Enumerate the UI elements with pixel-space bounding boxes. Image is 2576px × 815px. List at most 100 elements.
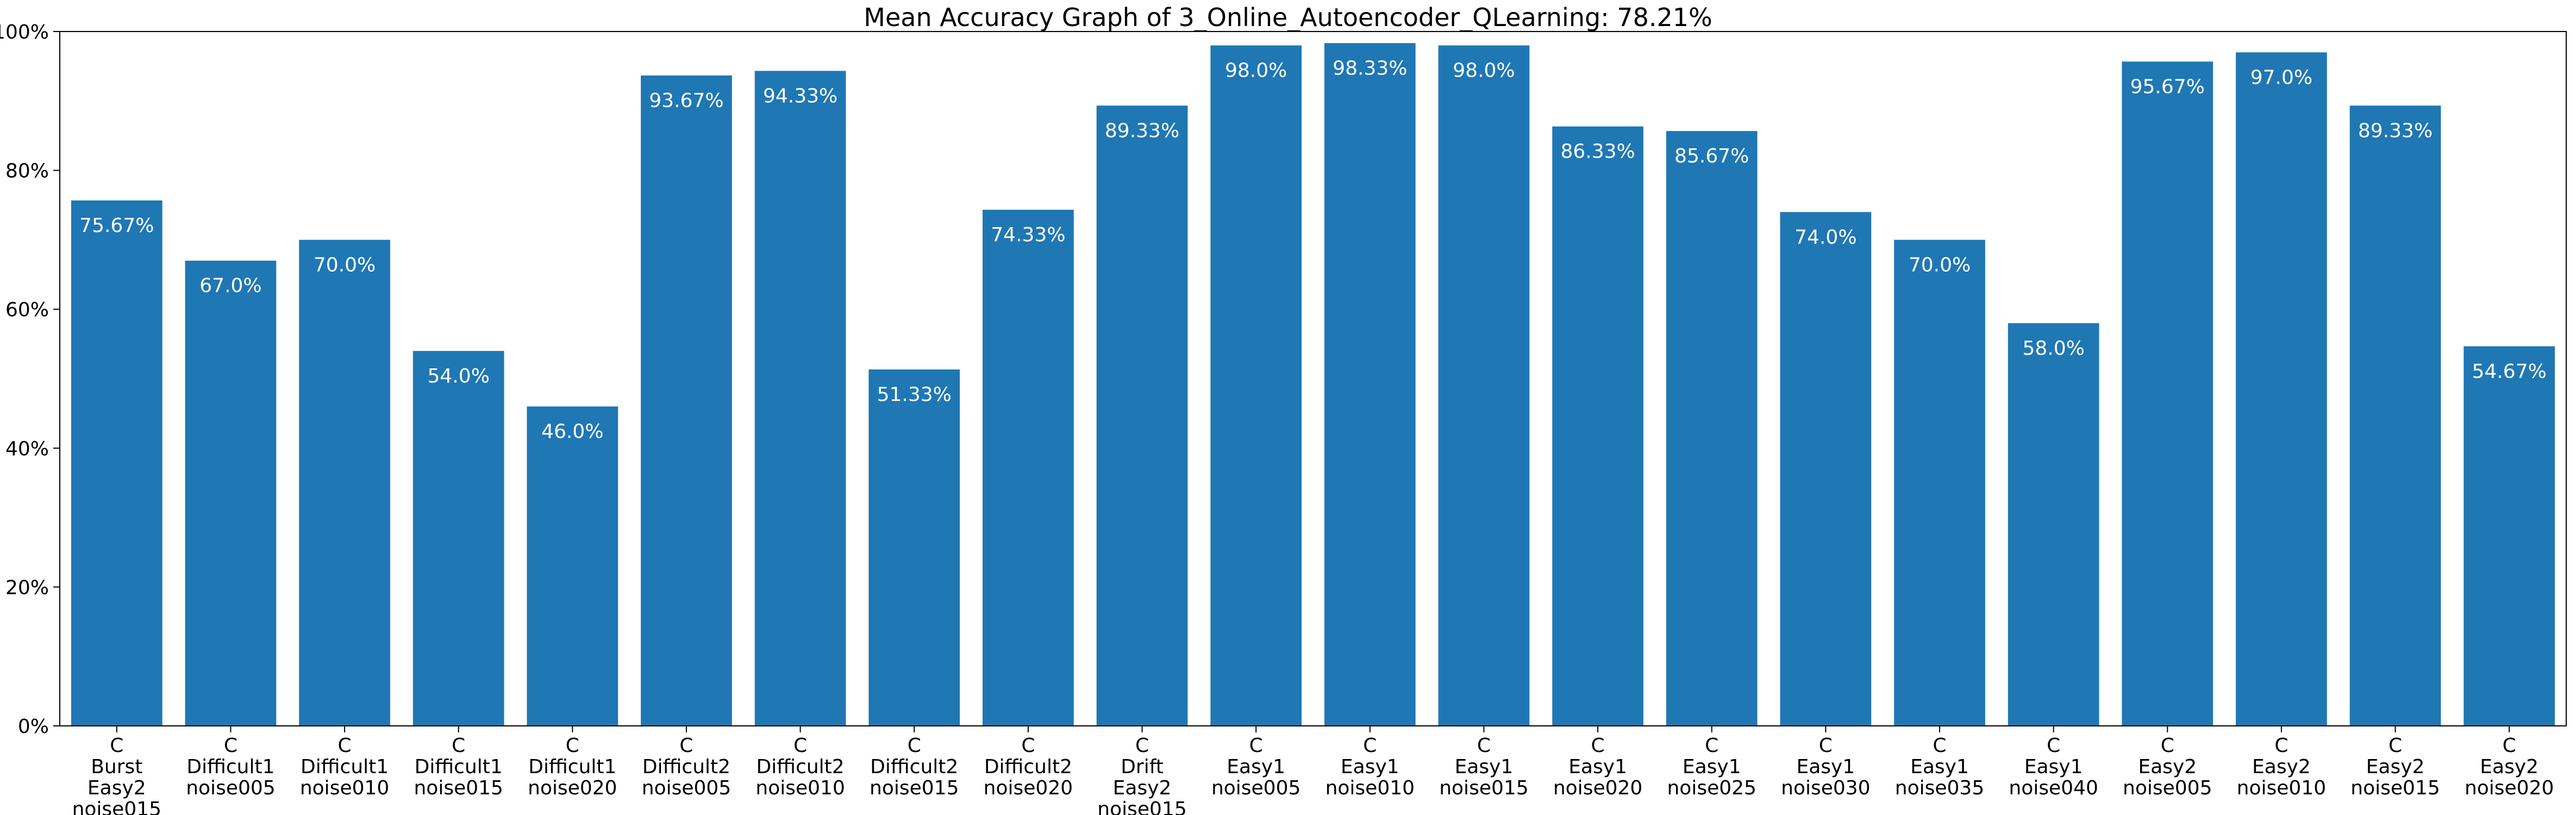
- bar-16: [1894, 240, 1985, 726]
- x-tick-label-line: C: [2161, 735, 2174, 757]
- x-tick-label-line: Easy2: [87, 777, 146, 799]
- data-label-3: 54.0%: [428, 365, 490, 387]
- x-tick-label-line: noise020: [2465, 777, 2554, 799]
- bar-21: [2464, 346, 2555, 726]
- data-label-20: 89.33%: [2358, 120, 2433, 142]
- x-tick-label-18: C Easy2 noise005: [2123, 735, 2212, 799]
- data-label-15: 74.0%: [1795, 226, 1856, 248]
- x-tick-label-line: Difficult2: [756, 756, 845, 778]
- x-tick-label-17: C Easy1 noise040: [2009, 735, 2098, 799]
- data-label-11: 98.33%: [1333, 57, 1407, 79]
- x-tick-label-line: C: [2503, 735, 2516, 757]
- x-tick-label-line: Difficult1: [528, 756, 616, 778]
- x-tick-label-line: Easy1: [1455, 756, 1514, 778]
- x-tick-label-line: C: [908, 735, 921, 757]
- x-tick-label-line: C: [2389, 735, 2402, 757]
- bar-6: [754, 71, 846, 726]
- data-label-17: 58.0%: [2022, 337, 2084, 360]
- x-tick-label-line: noise020: [528, 777, 617, 799]
- x-tick-label-line: C: [2274, 735, 2288, 757]
- x-tick-label-line: noise040: [2009, 777, 2098, 799]
- y-tick-label-0: 0%: [18, 716, 49, 738]
- x-tick-label-6: C Difficult2 noise010: [755, 735, 845, 799]
- bar-9: [1096, 105, 1188, 726]
- x-tick-label-line: C: [1819, 735, 1833, 757]
- x-tick-label-line: Difficult2: [642, 756, 730, 778]
- x-tick-label-line: Easy2: [2480, 756, 2539, 778]
- x-tick-label-9: C Drift Easy2 noise015: [1097, 735, 1186, 815]
- data-label-9: 89.33%: [1105, 120, 1179, 142]
- x-tick-label-line: Difficult1: [186, 756, 274, 778]
- x-tick-label-line: noise020: [984, 777, 1073, 799]
- x-tick-label-line: Easy1: [1910, 756, 1969, 778]
- x-tick-label-line: C: [1477, 735, 1491, 757]
- x-tick-label-line: Easy2: [2252, 756, 2311, 778]
- x-tick-label-7: C Difficult2 noise015: [870, 735, 959, 799]
- data-label-16: 70.0%: [1909, 254, 1971, 276]
- bar-15: [1780, 212, 1872, 726]
- x-tick-label-line: Difficult1: [415, 756, 503, 778]
- data-label-14: 85.67%: [1674, 145, 1749, 167]
- x-tick-label-line: noise025: [1667, 777, 1756, 799]
- x-tick-label-line: C: [1249, 735, 1263, 757]
- bar-20: [2349, 105, 2441, 726]
- y-tick-label-2: 40%: [5, 438, 49, 460]
- x-tick-label-4: C Difficult1 noise020: [528, 735, 617, 799]
- data-label-12: 98.0%: [1453, 60, 1515, 82]
- x-tick-label-line: C: [566, 735, 579, 757]
- bar-2: [299, 240, 390, 726]
- data-label-7: 51.33%: [877, 384, 952, 406]
- x-tick-label-line: C: [679, 735, 693, 757]
- x-tick-label-line: noise005: [1211, 777, 1300, 799]
- x-tick-label-line: Easy1: [2024, 756, 2083, 778]
- x-tick-label-line: noise015: [414, 777, 503, 799]
- bar-19: [2236, 52, 2327, 726]
- bar-7: [868, 369, 960, 726]
- data-label-19: 97.0%: [2250, 66, 2312, 89]
- x-tick-label-line: Easy1: [1568, 756, 1627, 778]
- data-label-4: 46.0%: [541, 421, 603, 443]
- x-tick-label-line: C: [1705, 735, 1718, 757]
- x-tick-label-21: C Easy2 noise020: [2465, 735, 2554, 799]
- x-tick-label-line: Easy1: [1341, 756, 1399, 778]
- x-tick-label-line: C: [793, 735, 807, 757]
- x-tick-label-line: noise015: [1097, 798, 1186, 815]
- data-label-6: 94.33%: [763, 85, 837, 107]
- x-tick-label-line: noise010: [1325, 777, 1415, 799]
- x-tick-label-line: Drift: [1121, 756, 1164, 778]
- chart-title: Mean Accuracy Graph of 3_Online_Autoenco…: [864, 3, 1712, 32]
- x-tick-label-line: noise010: [300, 777, 389, 799]
- x-tick-label-16: C Easy1 noise035: [1895, 735, 1984, 799]
- x-tick-label-line: noise005: [186, 777, 275, 799]
- bar-4: [527, 406, 618, 726]
- x-tick-label-0: C Burst Easy2 noise015: [72, 735, 161, 815]
- data-label-0: 75.67%: [79, 215, 154, 237]
- x-tick-label-line: noise035: [1895, 777, 1984, 799]
- bar-3: [412, 350, 504, 726]
- x-tick-label-line: C: [1933, 735, 1946, 757]
- bar-13: [1552, 126, 1643, 726]
- bar-12: [1438, 45, 1530, 726]
- data-label-5: 93.67%: [649, 90, 723, 112]
- y-tick-label-4: 80%: [5, 160, 49, 183]
- x-tick-label-line: Easy2: [2138, 756, 2197, 778]
- y-tick-label-1: 20%: [5, 576, 49, 599]
- x-tick-label-2: C Difficult1 noise010: [300, 735, 389, 799]
- x-tick-label-line: Difficult2: [870, 756, 958, 778]
- x-tick-label-line: C: [1135, 735, 1149, 757]
- data-label-8: 74.33%: [991, 224, 1065, 246]
- y-tick-label-3: 60%: [5, 299, 49, 321]
- x-tick-label-line: C: [224, 735, 237, 757]
- x-tick-label-line: noise005: [642, 777, 731, 799]
- data-label-1: 67.0%: [199, 275, 261, 297]
- x-tick-label-5: C Difficult2 noise005: [642, 735, 731, 799]
- x-tick-label-line: C: [338, 735, 352, 757]
- x-tick-label-11: C Easy1 noise010: [1325, 735, 1415, 799]
- data-label-2: 70.0%: [314, 254, 376, 276]
- x-tick-label-line: noise015: [72, 798, 161, 815]
- bar-5: [641, 75, 732, 726]
- x-tick-label-line: C: [1021, 735, 1035, 757]
- x-tick-label-line: noise015: [870, 777, 959, 799]
- bar-11: [1324, 43, 1416, 726]
